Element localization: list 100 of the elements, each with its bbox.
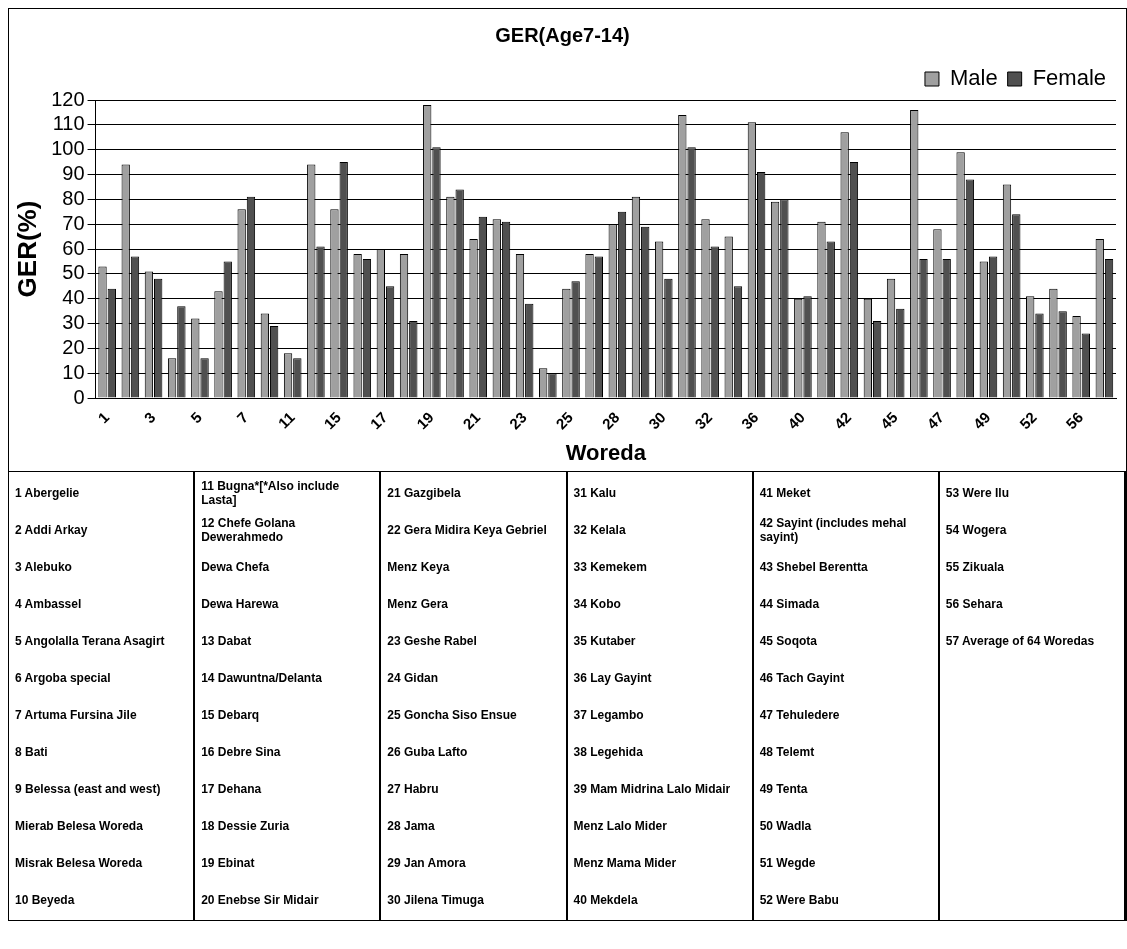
text: 4 Ambassel (15, 595, 83, 613)
text: 49 Tenta (759, 780, 809, 798)
x-tick-label: 21 (459, 408, 484, 433)
y-tick-label: 110 (52, 112, 85, 135)
text: 36 Lay Gayint (573, 669, 653, 687)
x-tick-label: 49 (969, 408, 994, 433)
text: 29 Jan Amora (387, 854, 467, 872)
text: 17 Dehana (201, 780, 263, 798)
text: 34 Kobo (573, 595, 622, 613)
text: 27 Habru (387, 780, 440, 798)
x-axis-title: Woreda (565, 439, 647, 465)
text: 50 Wadla (759, 817, 813, 835)
x-tick-label: 40 (784, 408, 808, 433)
text: Menz Mama Mider (573, 854, 678, 872)
text: 21 Gazgibela (387, 484, 462, 502)
y-tick-label: 100 (51, 137, 85, 160)
text: 10 Beyeda (15, 891, 76, 909)
text: 8 Bati (15, 743, 49, 761)
x-tick-label: 36 (737, 408, 762, 433)
text: 1 Abergelie (15, 484, 81, 502)
text: 53 Were Ilu (945, 484, 1010, 502)
y-tick-label: 50 (62, 261, 85, 284)
legend-label: Male (949, 65, 998, 91)
text: 28 Jama (387, 817, 436, 835)
text: 5 Angolalla Terana Asagirt (15, 632, 166, 650)
text: 43 Shebel Berentta (759, 558, 869, 576)
y-tick-label: 20 (62, 335, 85, 358)
x-tick-label: 56 (1062, 408, 1087, 433)
text: 2 Addi Arkay (15, 521, 89, 539)
text: Menz Gera (387, 595, 450, 613)
text: 55 Zikuala (945, 558, 1005, 576)
x-tick-label: 47 (923, 408, 948, 433)
text: 48 Telemt (759, 743, 816, 761)
text: 32 Kelala (573, 521, 627, 539)
x-tick-label: 25 (552, 408, 577, 433)
x-tick-label: 23 (505, 408, 530, 433)
x-tick-label: 45 (876, 408, 901, 433)
text: 31 Kalu (573, 484, 618, 502)
text: Dewa Chefa (201, 558, 271, 576)
text: 9 Belessa (east and west) (15, 780, 162, 798)
text: 26 Guba Lafto (387, 743, 469, 761)
x-tick-label: 52 (1016, 408, 1040, 433)
text: 45 Soqota (759, 632, 819, 650)
text: 46 Tach Gayint (759, 669, 846, 687)
text: 7 Artuma Fursina Jile (15, 706, 138, 724)
x-tick-label: 30 (644, 408, 669, 433)
y-tick-label: 10 (62, 360, 85, 383)
x-tick-label: 5 (187, 408, 205, 427)
text: 22 Gera Midira Keya Gebriel (387, 521, 548, 539)
text: 19 Ebinat (201, 854, 256, 872)
x-tick-label: 7 (233, 408, 252, 427)
text: 35 Kutaber (573, 632, 637, 650)
text: 37 Legambo (573, 706, 645, 724)
text: 52 Were Babu (759, 891, 840, 909)
text: 6 Argoba special (15, 669, 112, 687)
text: 18 Dessie Zuria (201, 817, 291, 835)
text: 11 Bugna*[*Also include Lasta] (201, 477, 341, 509)
y-tick-label: 30 (62, 311, 85, 334)
text: 51 Wegde (759, 854, 817, 872)
text: 38 Legehida (573, 743, 644, 761)
text: 39 Mam Midrina Lalo Midair (573, 780, 732, 798)
text: 57 Average of 64 Woredas (945, 632, 1096, 650)
y-tick-label: 0 (73, 385, 85, 408)
text: Menz Keya (387, 558, 451, 576)
text: 47 Tehuledere (759, 706, 841, 724)
text: Mierab Belesa Woreda (15, 817, 144, 835)
y-tick-label: 70 (62, 211, 85, 234)
x-tick-label: 19 (413, 408, 437, 433)
text: 15 Debarq (201, 706, 261, 724)
text: 23 Geshe Rabel (387, 632, 478, 650)
text: 40 Mekdela (573, 891, 639, 909)
text: 3 Alebuko (15, 558, 73, 576)
text: 54 Wogera (945, 521, 1008, 539)
text: 13 Dabat (201, 632, 253, 650)
text: 33 Kemekem (573, 558, 648, 576)
text: 16 Debre Sina (201, 743, 282, 761)
text: 12 Chefe Golana Dewerahmedo (201, 514, 297, 546)
legend-label: Female (1032, 65, 1106, 91)
text: 56 Sehara (945, 595, 1004, 613)
text: Misrak Belesa Woreda (15, 854, 144, 872)
x-tick-label: 15 (320, 408, 345, 433)
text: 20 Enebse Sir Midair (201, 891, 320, 909)
y-tick-label: 40 (62, 286, 85, 309)
x-tick-label: 28 (598, 408, 623, 433)
text: Menz Lalo Mider (573, 817, 668, 835)
x-tick-label: 11 (274, 408, 298, 432)
text: 42 Sayint (includes mehal sayint) (759, 514, 908, 546)
y-tick-label: 80 (62, 186, 85, 209)
y-tick-label: 120 (51, 87, 85, 110)
x-tick-label: 1 (94, 408, 113, 427)
text: 44 Simada (759, 595, 821, 613)
y-tick-label: 60 (62, 236, 85, 259)
y-axis-title: GER(%) (11, 200, 42, 298)
text: 24 Gidan (387, 669, 440, 687)
y-tick-label: 90 (62, 162, 85, 185)
text: 30 Jilena Timuga (387, 891, 485, 909)
text: 25 Goncha Siso Ensue (387, 706, 518, 724)
text: 41 Meket (759, 484, 812, 502)
x-tick-label: 17 (366, 408, 391, 433)
text: 14 Dawuntna/Delanta (201, 669, 323, 687)
